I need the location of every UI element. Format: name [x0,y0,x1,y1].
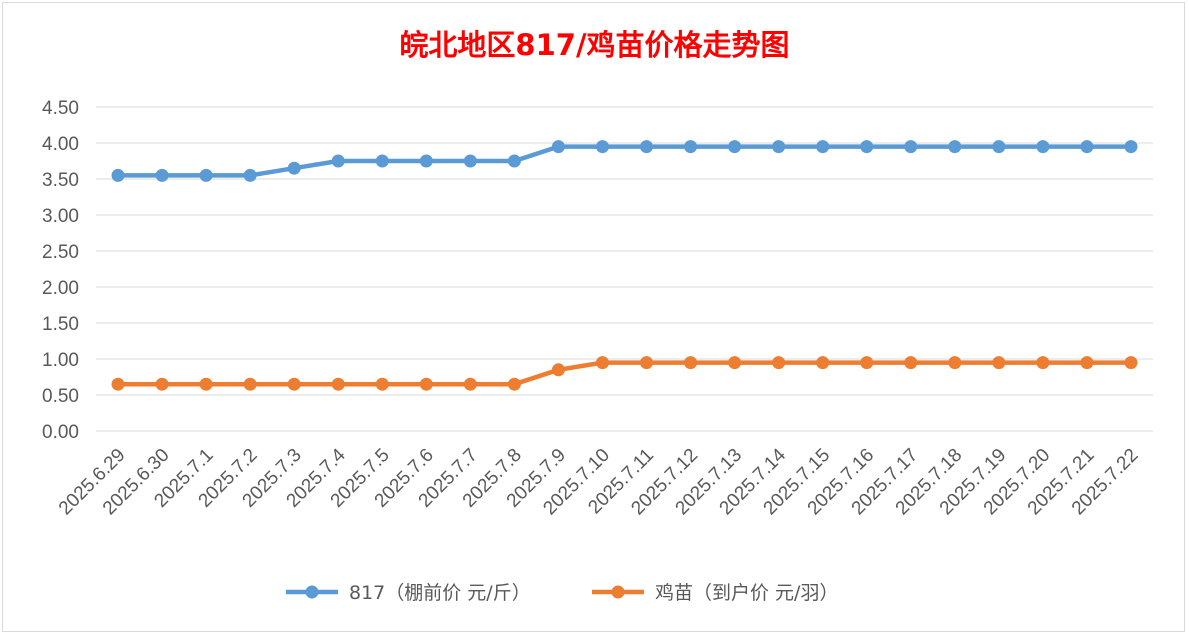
legend-label: 鸡苗（到户价 元/羽） [655,582,838,604]
y-axis-ticks: 0.00 0.50 1.00 1.50 2.00 2.50 3.00 3.50 4.00 4.50 [42,98,79,443]
data-point [287,161,301,175]
data-point [375,154,389,168]
y-tick-label: 1.00 [42,350,79,371]
data-point [860,356,874,370]
data-point [507,377,521,391]
gridlines [96,106,1153,432]
data-point [111,168,125,182]
chart-title: 皖北地区817/鸡苗价格走势图 [399,28,790,62]
data-point [640,140,654,154]
data-point [816,356,830,370]
data-point [199,168,213,182]
data-point [507,154,521,168]
data-point [728,356,742,370]
data-point [948,356,962,370]
data-point [199,377,213,391]
x-axis-ticks: 2025.6.292025.6.302025.7.12025.7.22025.7… [55,444,1143,519]
data-point [684,356,698,370]
data-point [111,377,125,391]
data-point [595,140,609,154]
data-point [463,154,477,168]
y-tick-label: 1.50 [42,314,79,335]
y-tick-label: 0.50 [42,386,79,407]
data-point [155,168,169,182]
data-point [419,377,433,391]
legend: 817（棚前价 元/斤） 鸡苗（到户价 元/羽） [286,582,838,604]
series-line [115,360,1134,387]
data-point [904,356,918,370]
data-point [728,140,742,154]
legend-label: 817（棚前价 元/斤） [349,582,531,604]
y-tick-label: 2.00 [42,278,79,299]
legend-marker [611,585,625,599]
series-group [111,140,1138,391]
y-tick-label: 4.00 [42,134,79,155]
y-tick-label: 3.50 [42,170,79,191]
series-2 [111,356,1138,391]
data-point [1124,140,1138,154]
data-point [860,140,874,154]
data-point [463,377,477,391]
data-point [331,377,345,391]
legend-item: 817（棚前价 元/斤） [286,582,531,604]
data-point [772,356,786,370]
data-point [992,356,1006,370]
data-point [243,377,257,391]
data-point [1036,140,1050,154]
y-tick-label: 3.00 [42,206,79,227]
legend-marker [305,585,319,599]
data-point [992,140,1006,154]
data-point [595,356,609,370]
data-point [1036,356,1050,370]
legend-item: 鸡苗（到户价 元/羽） [592,582,838,604]
data-point [243,168,257,182]
y-tick-label: 4.50 [42,98,79,119]
series-1 [111,140,1138,182]
data-point [640,356,654,370]
data-point [1124,356,1138,370]
data-point [1080,356,1094,370]
data-point [904,140,918,154]
data-point [375,377,389,391]
data-point [684,140,698,154]
data-point [948,140,962,154]
y-tick-label: 0.00 [42,422,79,443]
data-point [155,377,169,391]
data-point [331,154,345,168]
data-point [1080,140,1094,154]
data-point [419,154,433,168]
data-point [816,140,830,154]
series-line [115,144,1134,178]
data-point [772,140,786,154]
data-point [551,363,565,377]
y-tick-label: 2.50 [42,242,79,263]
data-point [551,140,565,154]
data-point [287,377,301,391]
